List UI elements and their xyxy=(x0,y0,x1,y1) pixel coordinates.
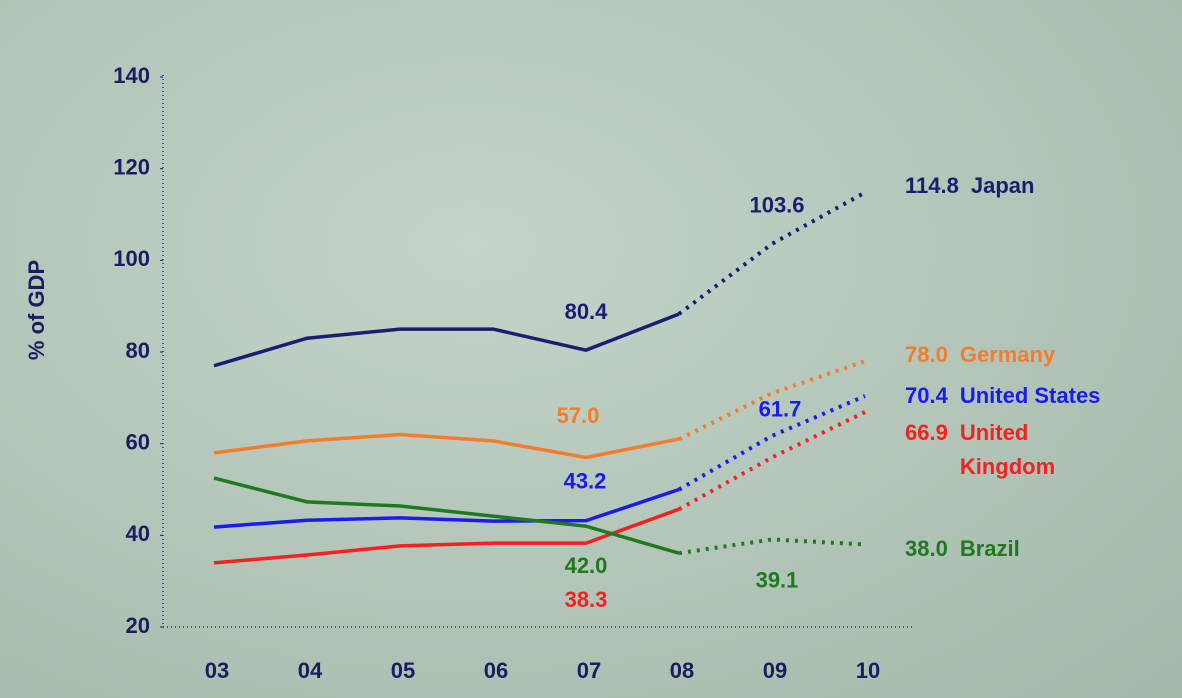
x-tick-label: 07 xyxy=(577,658,601,683)
x-tick-label: 10 xyxy=(856,658,880,683)
legend-entry: Japan xyxy=(970,173,1035,198)
legend-entry: United Kingdom xyxy=(959,420,1056,479)
y-tick-label: 20 xyxy=(126,613,150,638)
line-actual xyxy=(213,432,680,460)
data-label: 103.6 xyxy=(749,193,804,218)
data-label: 66.9 xyxy=(905,420,948,445)
legend-entry: Brazil xyxy=(959,536,1020,561)
data-label: 114.8 xyxy=(905,173,959,198)
y-tick-label: 120 xyxy=(113,154,150,179)
data-label: 80.4 xyxy=(565,299,609,324)
end-label: 66.9 United Kingdom xyxy=(905,416,1080,484)
data-label: 38.0 xyxy=(905,536,948,561)
line-projected xyxy=(678,410,866,511)
legend-entry: Germany xyxy=(959,342,1056,367)
y-tick-label: 140 xyxy=(113,63,150,88)
x-tick-label: 06 xyxy=(484,658,508,683)
data-label: 39.1 xyxy=(756,567,799,592)
end-label: 38.0 Brazil xyxy=(905,532,1020,566)
data-label: 42.0 xyxy=(565,553,608,578)
x-tick-label: 09 xyxy=(763,658,787,683)
y-tick-label: 60 xyxy=(126,429,150,454)
data-label: 43.2 xyxy=(564,468,607,493)
line-actual xyxy=(213,507,680,565)
line-projected xyxy=(678,537,866,556)
y-tick-label: 40 xyxy=(126,521,150,546)
y-axis-label: % of GDP xyxy=(24,260,49,360)
line-actual xyxy=(213,487,680,529)
line-actual xyxy=(213,312,680,368)
data-label: 57.0 xyxy=(557,403,600,428)
x-tick-label: 03 xyxy=(205,658,229,683)
line-projected xyxy=(677,190,866,316)
end-label: 78.0 Germany xyxy=(905,338,1055,372)
x-tick-label: 08 xyxy=(670,658,694,683)
x-tick-label: 04 xyxy=(298,658,323,683)
y-tick-label: 100 xyxy=(113,246,150,271)
line-actual xyxy=(213,476,680,555)
y-tick-label: 80 xyxy=(126,338,150,363)
data-label: 78.0 xyxy=(905,342,948,367)
end-label: 70.4 United States xyxy=(905,379,1100,413)
x-tick-label: 05 xyxy=(391,658,415,683)
data-label: 70.4 xyxy=(905,383,948,408)
end-label: 114.8 Japan xyxy=(905,169,1034,203)
data-label: 61.7 xyxy=(759,397,802,422)
legend-entry: United States xyxy=(959,383,1101,408)
data-label: 38.3 xyxy=(565,587,608,612)
